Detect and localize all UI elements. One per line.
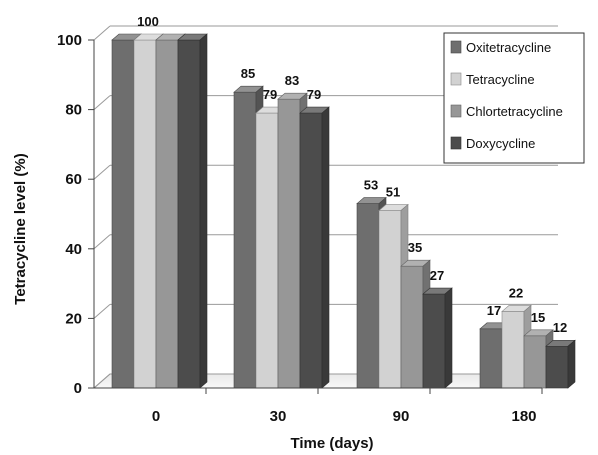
y-tick-label: 60: [65, 171, 82, 188]
data-label: 51: [386, 185, 400, 200]
bar-side: [444, 287, 453, 389]
bar-front: [356, 203, 380, 389]
floor-edge: [93, 373, 111, 389]
legend-label: Doxycycline: [466, 136, 535, 151]
data-label: 100: [137, 14, 159, 29]
x-tick-label: 0: [152, 408, 160, 425]
bar-front: [233, 91, 257, 389]
data-label: 17: [487, 303, 501, 318]
legend-item-chlortetracycline: Chlortetracycline: [450, 104, 563, 119]
bar-front: [111, 39, 135, 389]
bar-front: [255, 112, 279, 389]
legend-item-tetracycline: Tetracycline: [450, 72, 535, 87]
bar-doxycycline-90: [422, 287, 453, 389]
gridline-diag: [93, 304, 111, 319]
legend-item-doxycycline: Doxycycline: [450, 136, 535, 151]
bar-side: [567, 339, 576, 389]
bar-front: [299, 112, 323, 389]
legend: Oxitetracycline Tetracycline Chlortetracyc…: [443, 32, 585, 164]
legend-item-oxitetracycline: Oxitetracycline: [450, 40, 551, 55]
bar-front: [479, 328, 503, 389]
gridline-diag: [93, 95, 111, 110]
y-tick-label: 40: [65, 241, 82, 258]
y-tick-label: 100: [57, 32, 82, 49]
data-label: 79: [263, 87, 277, 102]
y-axis-title: Tetracycline level (%): [12, 153, 29, 304]
bar-side: [321, 106, 330, 389]
data-label: 53: [364, 178, 378, 193]
bar-front: [133, 39, 157, 389]
y-tick-label: 80: [65, 102, 82, 119]
bar-front: [177, 39, 201, 389]
data-label: 85: [241, 66, 255, 81]
bar-front: [400, 265, 424, 389]
legend-label: Oxitetracycline: [466, 40, 551, 55]
x-tick-label: 30: [270, 408, 287, 425]
bar-doxycycline-30: [299, 106, 330, 389]
data-label: 83: [285, 73, 299, 88]
bars: [111, 33, 576, 389]
legend-box: [443, 32, 585, 164]
data-label: 15: [531, 310, 545, 325]
legend-swatch: [450, 136, 462, 150]
bar-doxycycline-0: [177, 33, 208, 389]
data-label: 12: [553, 320, 567, 335]
legend-label: Tetracycline: [466, 72, 535, 87]
y-tick-label: 20: [65, 310, 82, 327]
axes: 0 20 40 60 80 100 0 30 90 180: [57, 32, 543, 425]
legend-swatch: [450, 72, 462, 86]
bar-front: [378, 210, 402, 389]
gridline-diag: [93, 234, 111, 250]
bar-doxycycline-180: [545, 339, 576, 389]
x-tick-label: 180: [511, 408, 536, 425]
bar-side: [199, 33, 208, 389]
data-label: 35: [408, 240, 422, 255]
legend-label: Chlortetracycline: [466, 104, 563, 119]
bar-front: [155, 39, 179, 389]
x-tick-label: 90: [393, 408, 410, 425]
data-label: 22: [509, 285, 523, 300]
bar-front: [501, 311, 525, 389]
bar-front: [422, 293, 446, 389]
data-label: 79: [307, 87, 321, 102]
bar-front: [545, 345, 569, 389]
gridline-diag: [93, 25, 111, 41]
bar-front: [523, 335, 547, 389]
bar-front: [277, 98, 301, 389]
data-label: 27: [430, 268, 444, 283]
legend-swatch: [450, 40, 462, 54]
legend-swatch: [450, 104, 462, 118]
y-tick-label: 0: [74, 380, 82, 397]
x-axis-title: Time (days): [290, 435, 373, 452]
data-labels: 100 85 79 83 79 53 51 35 27 17 22 15 12: [137, 14, 567, 335]
gridline-diag: [93, 164, 111, 180]
